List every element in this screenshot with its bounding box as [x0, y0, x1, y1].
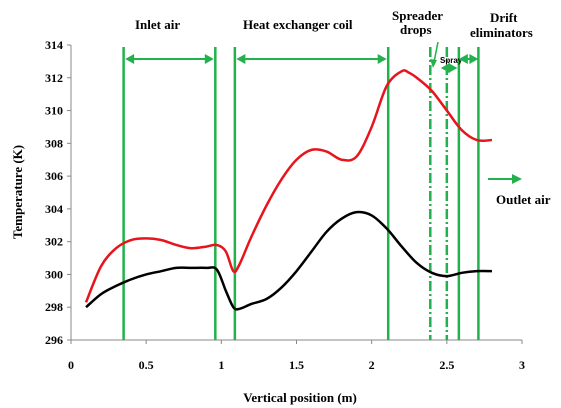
y-axis-title: Temperature (K) [10, 145, 25, 239]
spray-arrow-head-left [440, 63, 450, 73]
y-tick-label: 304 [45, 202, 63, 216]
x-tick-label: 3 [519, 358, 525, 372]
series-line-red [84, 69, 492, 303]
y-tick-label: 300 [45, 267, 63, 281]
drift-arrow-head-left [458, 54, 468, 64]
heat-exchanger-arrow-head-left [236, 54, 246, 64]
y-tick-label: 308 [45, 136, 63, 150]
region-label-drift-eliminators: Drift eliminators [470, 10, 533, 40]
outlet-air-label: Outlet air [496, 192, 551, 207]
x-tick-label: 1.5 [289, 358, 304, 372]
x-tick-label: 0.5 [139, 358, 154, 372]
x-tick-label: 0 [68, 358, 74, 372]
y-tick-label: 306 [45, 169, 63, 183]
y-tick-label: 298 [45, 300, 63, 314]
axes: 296 298 300 302 304 306 308 310 312 314 0 0.5 1 1.5 2 2… [45, 38, 525, 372]
region-label-spray: Spray [440, 56, 463, 65]
y-tick-label: 296 [45, 333, 63, 347]
series-group [84, 69, 492, 311]
spray-arrow-head-right [448, 63, 458, 73]
y-tick-label: 314 [45, 38, 63, 52]
region-boundaries [122, 47, 480, 340]
y-tick-label: 310 [45, 104, 63, 118]
region-label-inlet-air: Inlet air [135, 17, 180, 32]
x-tick-label: 2.5 [439, 358, 454, 372]
region-label-heat-exchanger-coil: Heat exchanger coil [243, 17, 353, 32]
y-tick-label: 312 [45, 71, 63, 85]
y-tick-label: 302 [45, 235, 63, 249]
heat-exchanger-arrow-head-right [377, 54, 387, 64]
x-tick-label: 1 [218, 358, 224, 372]
spreader-arrow [433, 41, 439, 63]
region-arrows [125, 41, 522, 184]
outlet-air-arrow-head [512, 174, 522, 184]
region-label-spreader-drops: Spreader drops [392, 8, 446, 37]
x-tick-label: 2 [369, 358, 375, 372]
annotations: Inlet air Heat exchanger coil Spreader d… [10, 8, 551, 405]
inlet-air-arrow-head-right [204, 54, 214, 64]
series-line-black [85, 210, 492, 311]
drift-arrow-head-right [469, 54, 479, 64]
inlet-air-arrow-head-left [125, 54, 135, 64]
spreader-arrow-head [430, 59, 437, 68]
x-axis-title: Vertical position (m) [243, 390, 357, 405]
